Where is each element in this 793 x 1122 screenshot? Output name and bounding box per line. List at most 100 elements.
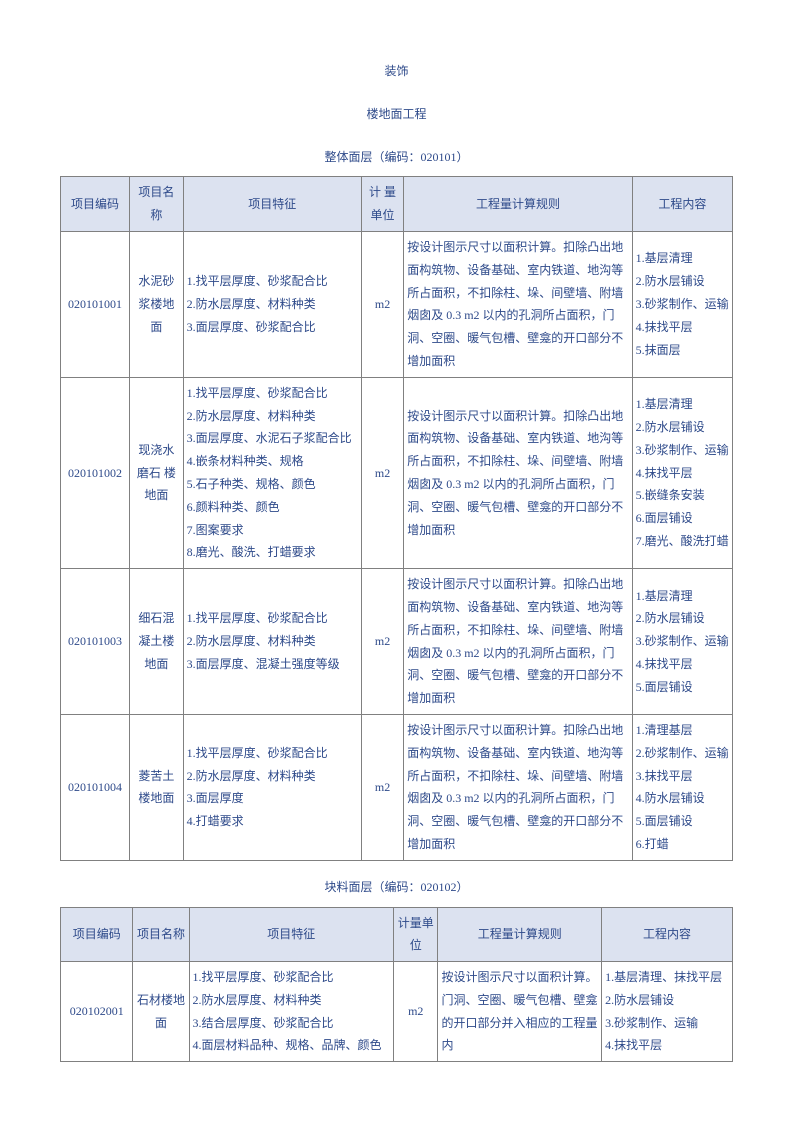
content-line: 1.基层清理 <box>636 585 729 608</box>
content-line: 4.抹找平层 <box>636 462 729 485</box>
cell-name: 石材楼地面 <box>133 962 189 1062</box>
cell-unit: m2 <box>394 962 438 1062</box>
feature-line: 4.嵌条材料种类、规格 <box>187 450 358 473</box>
cell-rule: 按设计图示尺寸以面积计算。扣除凸出地面构筑物、设备基础、室内铁道、地沟等所占面积… <box>404 569 632 715</box>
th-content: 工程内容 <box>632 177 732 232</box>
table-row: 020101004菱苦土楼地面1.找平层厚度、砂浆配合比2.防水层厚度、材料种类… <box>61 714 733 860</box>
th-name: 项目名称 <box>133 907 189 962</box>
cell-code: 020101001 <box>61 231 130 377</box>
cell-code: 020101003 <box>61 569 130 715</box>
feature-line: 3.面层厚度、砂浆配合比 <box>187 316 358 339</box>
cell-rule: 按设计图示尺寸以面积计算。扣除凸出地面构筑物、设备基础、室内铁道、地沟等所占面积… <box>404 231 632 377</box>
cell-content: 1.清理基层2.砂浆制作、运输3.抹找平层4.防水层铺设5.面层铺设6.打蜡 <box>632 714 732 860</box>
cell-content: 1.基层清理2.防水层铺设3.砂浆制作、运输4.抹找平层5.抹面层 <box>632 231 732 377</box>
cell-unit: m2 <box>361 714 403 860</box>
table-row: 020101002现浇水磨石 楼地面1.找平层厚度、砂浆配合比2.防水层厚度、材… <box>61 377 733 568</box>
cell-name: 菱苦土楼地面 <box>130 714 183 860</box>
cell-content: 1.基层清理、抹找平层2.防水层铺设3.砂浆制作、运输4.抹找平层 <box>602 962 733 1062</box>
feature-line: 2.防水层厚度、材料种类 <box>187 765 358 788</box>
title-sub: 楼地面工程 <box>60 103 733 126</box>
th-name: 项目名称 <box>130 177 183 232</box>
content-line: 3.砂浆制作、运输 <box>605 1012 729 1035</box>
content-line: 7.磨光、酸洗打蜡 <box>636 530 729 553</box>
content-line: 1.基层清理、抹找平层 <box>605 966 729 989</box>
th-rule: 工程量计算规则 <box>404 177 632 232</box>
content-line: 5.嵌缝条安装 <box>636 484 729 507</box>
feature-line: 1.找平层厚度、砂浆配合比 <box>187 742 358 765</box>
feature-line: 3.面层厚度 <box>187 787 358 810</box>
th-code: 项目编码 <box>61 907 133 962</box>
cell-code: 020101004 <box>61 714 130 860</box>
content-line: 4.抹找平层 <box>636 316 729 339</box>
content-line: 4.防水层铺设 <box>636 787 729 810</box>
feature-line: 1.找平层厚度、砂浆配合比 <box>187 607 358 630</box>
feature-line: 3.面层厚度、混凝土强度等级 <box>187 653 358 676</box>
table-header-row: 项目编码 项目名称 项目特征 计 量 单位 工程量计算规则 工程内容 <box>61 177 733 232</box>
section1-header: 整体面层（编码：020101） <box>60 146 733 169</box>
table-row: 020101001水泥砂浆楼地面1.找平层厚度、砂浆配合比2.防水层厚度、材料种… <box>61 231 733 377</box>
cell-unit: m2 <box>361 231 403 377</box>
feature-line: 1.找平层厚度、砂浆配合比 <box>187 270 358 293</box>
content-line: 5.抹面层 <box>636 339 729 362</box>
feature-line: 3.结合层厚度、砂浆配合比 <box>193 1012 391 1035</box>
table-1: 项目编码 项目名称 项目特征 计 量 单位 工程量计算规则 工程内容 02010… <box>60 176 733 860</box>
feature-line: 8.磨光、酸洗、打蜡要求 <box>187 541 358 564</box>
content-line: 1.基层清理 <box>636 393 729 416</box>
content-line: 3.砂浆制作、运输 <box>636 293 729 316</box>
content-line: 5.面层铺设 <box>636 810 729 833</box>
content-line: 2.防水层铺设 <box>636 607 729 630</box>
table-row: 020102001石材楼地面1.找平层厚度、砂浆配合比2.防水层厚度、材料种类3… <box>61 962 733 1062</box>
feature-line: 1.找平层厚度、砂浆配合比 <box>187 382 358 405</box>
feature-line: 5.石子种类、规格、颜色 <box>187 473 358 496</box>
feature-line: 3.面层厚度、水泥石子浆配合比 <box>187 427 358 450</box>
feature-line: 4.面层材料品种、规格、品牌、颜色 <box>193 1034 391 1057</box>
content-line: 4.抹找平层 <box>636 653 729 676</box>
content-line: 3.抹找平层 <box>636 765 729 788</box>
cell-feature: 1.找平层厚度、砂浆配合比2.防水层厚度、材料种类3.面层厚度、砂浆配合比 <box>183 231 361 377</box>
feature-line: 6.颜料种类、颜色 <box>187 496 358 519</box>
cell-code: 020101002 <box>61 377 130 568</box>
cell-rule: 按设计图示尺寸以面积计算。门洞、空圈、暖气包槽、壁龛的开口部分并入相应的工程量内 <box>438 962 602 1062</box>
cell-name: 现浇水磨石 楼地面 <box>130 377 183 568</box>
th-feature: 项目特征 <box>189 907 394 962</box>
cell-unit: m2 <box>361 377 403 568</box>
th-content: 工程内容 <box>602 907 733 962</box>
cell-name: 水泥砂浆楼地面 <box>130 231 183 377</box>
feature-line: 2.防水层厚度、材料种类 <box>187 293 358 316</box>
th-feature: 项目特征 <box>183 177 361 232</box>
table-2: 项目编码 项目名称 项目特征 计量单位 工程量计算规则 工程内容 0201020… <box>60 907 733 1063</box>
content-line: 5.面层铺设 <box>636 676 729 699</box>
content-line: 2.砂浆制作、运输 <box>636 742 729 765</box>
th-unit: 计量单位 <box>394 907 438 962</box>
th-unit: 计 量 单位 <box>361 177 403 232</box>
feature-line: 1.找平层厚度、砂浆配合比 <box>193 966 391 989</box>
content-line: 1.清理基层 <box>636 719 729 742</box>
feature-line: 4.打蜡要求 <box>187 810 358 833</box>
cell-code: 020102001 <box>61 962 133 1062</box>
cell-name: 细石混凝土楼地面 <box>130 569 183 715</box>
content-line: 1.基层清理 <box>636 247 729 270</box>
cell-feature: 1.找平层厚度、砂浆配合比2.防水层厚度、材料种类3.面层厚度、混凝土强度等级 <box>183 569 361 715</box>
feature-line: 2.防水层厚度、材料种类 <box>193 989 391 1012</box>
content-line: 3.砂浆制作、运输 <box>636 630 729 653</box>
th-rule: 工程量计算规则 <box>438 907 602 962</box>
feature-line: 7.图案要求 <box>187 519 358 542</box>
table-header-row: 项目编码 项目名称 项目特征 计量单位 工程量计算规则 工程内容 <box>61 907 733 962</box>
th-code: 项目编码 <box>61 177 130 232</box>
feature-line: 2.防水层厚度、材料种类 <box>187 405 358 428</box>
feature-line: 2.防水层厚度、材料种类 <box>187 630 358 653</box>
content-line: 3.砂浆制作、运输 <box>636 439 729 462</box>
content-line: 4.抹找平层 <box>605 1034 729 1057</box>
content-line: 2.防水层铺设 <box>605 989 729 1012</box>
cell-content: 1.基层清理2.防水层铺设3.砂浆制作、运输4.抹找平层5.嵌缝条安装6.面层铺… <box>632 377 732 568</box>
section2-header: 块料面层（编码：020102） <box>60 876 733 899</box>
cell-feature: 1.找平层厚度、砂浆配合比2.防水层厚度、材料种类3.面层厚度4.打蜡要求 <box>183 714 361 860</box>
content-line: 2.防水层铺设 <box>636 416 729 439</box>
table-row: 020101003细石混凝土楼地面1.找平层厚度、砂浆配合比2.防水层厚度、材料… <box>61 569 733 715</box>
cell-feature: 1.找平层厚度、砂浆配合比2.防水层厚度、材料种类3.面层厚度、水泥石子浆配合比… <box>183 377 361 568</box>
cell-unit: m2 <box>361 569 403 715</box>
cell-rule: 按设计图示尺寸以面积计算。扣除凸出地面构筑物、设备基础、室内铁道、地沟等所占面积… <box>404 714 632 860</box>
cell-feature: 1.找平层厚度、砂浆配合比2.防水层厚度、材料种类3.结合层厚度、砂浆配合比4.… <box>189 962 394 1062</box>
content-line: 2.防水层铺设 <box>636 270 729 293</box>
title-main: 装饰 <box>60 60 733 83</box>
